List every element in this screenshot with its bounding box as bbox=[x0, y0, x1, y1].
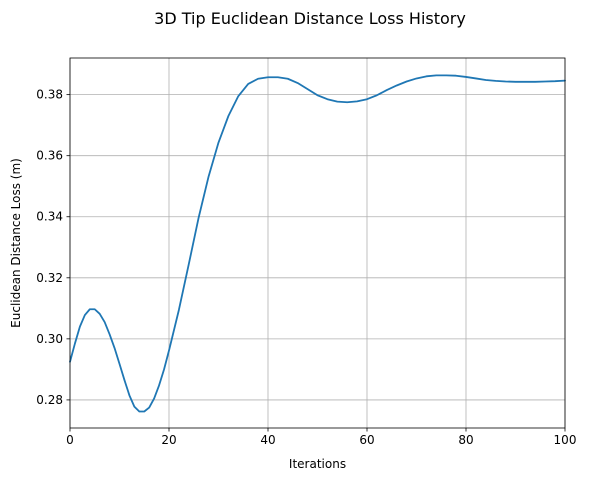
x-tick-label: 40 bbox=[260, 433, 275, 447]
grid bbox=[70, 58, 565, 428]
x-tick-label: 100 bbox=[554, 433, 577, 447]
y-tick-label: 0.30 bbox=[36, 332, 63, 346]
x-tick-label: 80 bbox=[458, 433, 473, 447]
y-tick-label: 0.38 bbox=[36, 88, 63, 102]
x-tick-label: 20 bbox=[161, 433, 176, 447]
y-tick-label: 0.28 bbox=[36, 393, 63, 407]
y-tick-label: 0.32 bbox=[36, 271, 63, 285]
y-axis: 0.28 0.30 0.32 0.34 0.36 0.38 bbox=[36, 88, 70, 407]
x-axis-label: Iterations bbox=[289, 457, 346, 471]
y-axis-label: Euclidean Distance Loss (m) bbox=[9, 158, 23, 328]
x-tick-label: 0 bbox=[66, 433, 74, 447]
x-axis: 0 20 40 60 80 100 bbox=[66, 428, 576, 447]
plot-frame bbox=[70, 58, 565, 428]
chart-title: 3D Tip Euclidean Distance Loss History bbox=[154, 9, 466, 28]
y-tick-label: 0.34 bbox=[36, 210, 63, 224]
y-tick-label: 0.36 bbox=[36, 149, 63, 163]
x-tick-label: 60 bbox=[359, 433, 374, 447]
series-layer bbox=[70, 75, 565, 411]
series-line bbox=[70, 75, 565, 411]
